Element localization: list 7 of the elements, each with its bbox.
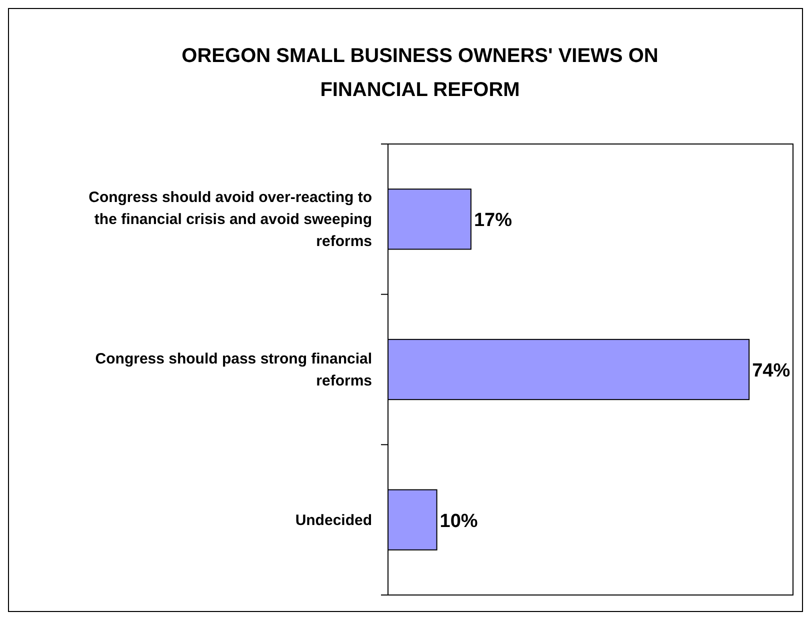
y-tick-label: Congress should avoid over-reacting to the financial crisis and avoid sweeping reforms (88, 189, 372, 250)
y-tick-label: Congress should pass strong financial reforms (95, 350, 372, 390)
data-label: 10% (440, 510, 478, 532)
chart-title: OREGON SMALL BUSINESS OWNERS' VIEWS ON FINANCIAL REFORM (182, 45, 658, 101)
data-label: 74% (752, 360, 790, 382)
y-tick-label: Undecided (295, 512, 372, 529)
data-label: 17% (474, 210, 512, 232)
